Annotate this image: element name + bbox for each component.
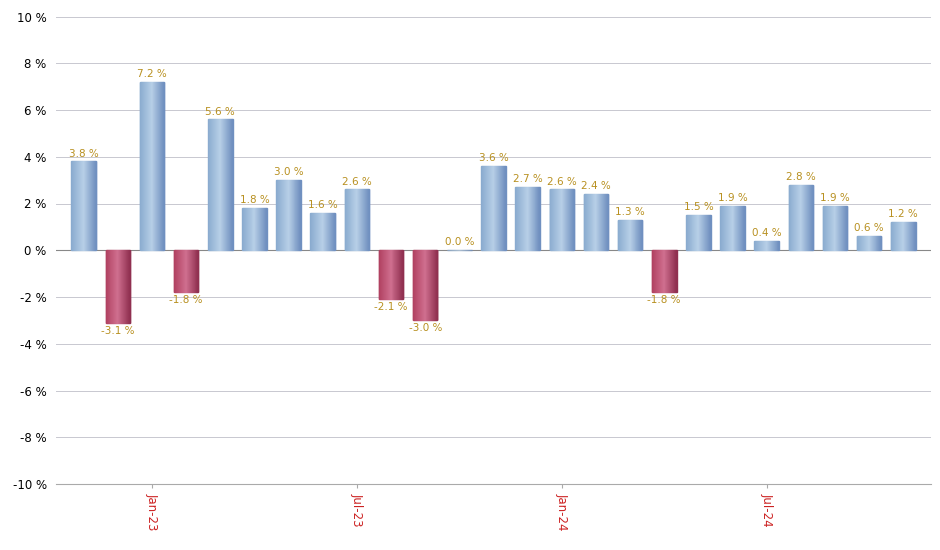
Text: 1.3 %: 1.3 % [615, 207, 645, 217]
Text: -3.1 %: -3.1 % [102, 326, 134, 336]
Text: 2.8 %: 2.8 % [786, 172, 816, 182]
Text: -2.1 %: -2.1 % [374, 302, 408, 312]
Text: 1.6 %: 1.6 % [308, 200, 337, 210]
Text: 1.2 %: 1.2 % [888, 210, 918, 219]
Text: 0.0 %: 0.0 % [445, 238, 474, 248]
Text: 0.6 %: 0.6 % [854, 223, 884, 233]
Text: 3.6 %: 3.6 % [478, 153, 509, 163]
Text: -1.8 %: -1.8 % [169, 295, 203, 305]
Text: 1.5 %: 1.5 % [683, 202, 713, 212]
Text: -1.8 %: -1.8 % [648, 295, 681, 305]
Text: 1.8 %: 1.8 % [240, 195, 270, 205]
Text: 2.7 %: 2.7 % [513, 174, 542, 184]
Text: 1.9 %: 1.9 % [717, 193, 747, 203]
Text: 2.6 %: 2.6 % [547, 177, 576, 186]
Text: 0.4 %: 0.4 % [752, 228, 781, 238]
Text: 1.9 %: 1.9 % [820, 193, 850, 203]
Text: 3.8 %: 3.8 % [69, 148, 99, 158]
Text: 2.6 %: 2.6 % [342, 177, 372, 186]
Text: 5.6 %: 5.6 % [206, 107, 235, 117]
Text: 3.0 %: 3.0 % [274, 167, 304, 177]
Text: -3.0 %: -3.0 % [409, 323, 442, 333]
Text: 7.2 %: 7.2 % [137, 69, 167, 79]
Text: 2.4 %: 2.4 % [581, 182, 611, 191]
